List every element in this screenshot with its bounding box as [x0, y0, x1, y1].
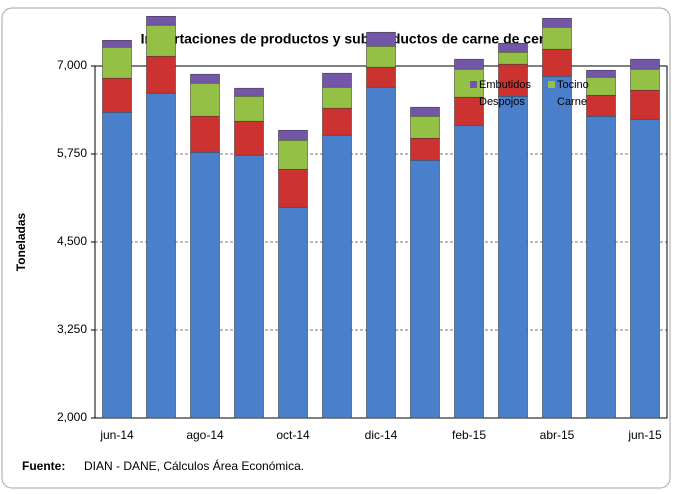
source-label: Fuente:: [22, 459, 65, 473]
bar-segment: [630, 68, 660, 91]
bar-segment: [410, 115, 440, 139]
legend-swatch: [548, 81, 555, 88]
bar-segment: [586, 94, 616, 117]
x-tick-label: feb-15: [452, 428, 486, 442]
bar-segment: [454, 58, 484, 70]
bar-segment: [102, 39, 132, 48]
bar-segment: [190, 82, 220, 117]
legend-label: Carne: [557, 96, 587, 108]
bar-segment: [234, 120, 264, 156]
bar-segment: [278, 168, 308, 208]
bar-segment: [278, 206, 308, 419]
y-tick-label: 5,750: [57, 146, 87, 160]
bar-segment: [102, 46, 132, 79]
legend-label: Embutidos: [479, 79, 531, 91]
y-tick-label: 2,000: [57, 410, 87, 424]
legend-swatch: [548, 98, 555, 105]
bar-segment: [146, 24, 176, 57]
x-tick-label: oct-14: [276, 428, 310, 442]
bar-segment: [322, 107, 352, 136]
bar-segment: [146, 92, 176, 419]
bar-segment: [454, 124, 484, 419]
bar-segment: [190, 73, 220, 84]
x-tick-label: jun-15: [627, 428, 662, 442]
bar-segment: [366, 66, 396, 88]
bar-segment: [586, 69, 616, 78]
bar-segment: [630, 89, 660, 120]
bar-segment: [498, 63, 528, 97]
y-tick-label: 3,250: [57, 322, 87, 336]
bar-segment: [586, 76, 616, 96]
x-tick-label: dic-14: [365, 428, 398, 442]
y-tick-label: 7,000: [57, 58, 87, 72]
bar-segment: [234, 95, 264, 122]
bar-segment: [102, 77, 132, 113]
bar-segment: [366, 45, 396, 68]
bar-segment: [410, 137, 440, 161]
bar-segment: [498, 95, 528, 419]
bar-segment: [322, 134, 352, 419]
bar-segment: [278, 139, 308, 170]
legend-label: Tocino: [557, 79, 589, 91]
chart-title: Importaciones de productos y subproducto…: [141, 31, 562, 47]
x-tick-label: ago-14: [186, 428, 224, 442]
bar-segment: [454, 96, 484, 126]
bar-segment: [542, 48, 572, 77]
legend-swatch: [470, 98, 477, 105]
bar-segment: [322, 72, 352, 88]
bar-segment: [146, 55, 176, 94]
bar-segment: [542, 17, 572, 28]
bar-segment: [410, 106, 440, 117]
y-tick-label: 4,500: [57, 234, 87, 248]
legend-swatch: [470, 81, 477, 88]
bar-segment: [322, 86, 352, 109]
source-text: DIAN - DANE, Cálculos Área Económica.: [84, 458, 304, 473]
bar-segment: [410, 159, 440, 419]
bar-segment: [234, 87, 264, 97]
bar-segment: [190, 151, 220, 419]
bar-segment: [498, 51, 528, 65]
bar-segment: [542, 75, 572, 419]
x-tick-label: abr-15: [540, 428, 575, 442]
bar-segment: [146, 15, 176, 26]
bar-segment: [366, 31, 396, 47]
bar-segment: [454, 68, 484, 98]
y-axis-label: Toneladas: [14, 212, 28, 271]
bar-segment: [586, 115, 616, 419]
bar-segment: [366, 86, 396, 419]
x-tick-label: jun-14: [99, 428, 134, 442]
bar-segment: [278, 129, 308, 141]
bar-segment: [498, 42, 528, 53]
legend-label: Despojos: [479, 96, 525, 108]
bar-segment: [190, 115, 220, 153]
bar-segment: [630, 118, 660, 419]
bar-segment: [102, 111, 132, 419]
bar-segment: [630, 58, 660, 70]
bar-segment: [542, 26, 572, 50]
bar-segment: [234, 154, 264, 419]
